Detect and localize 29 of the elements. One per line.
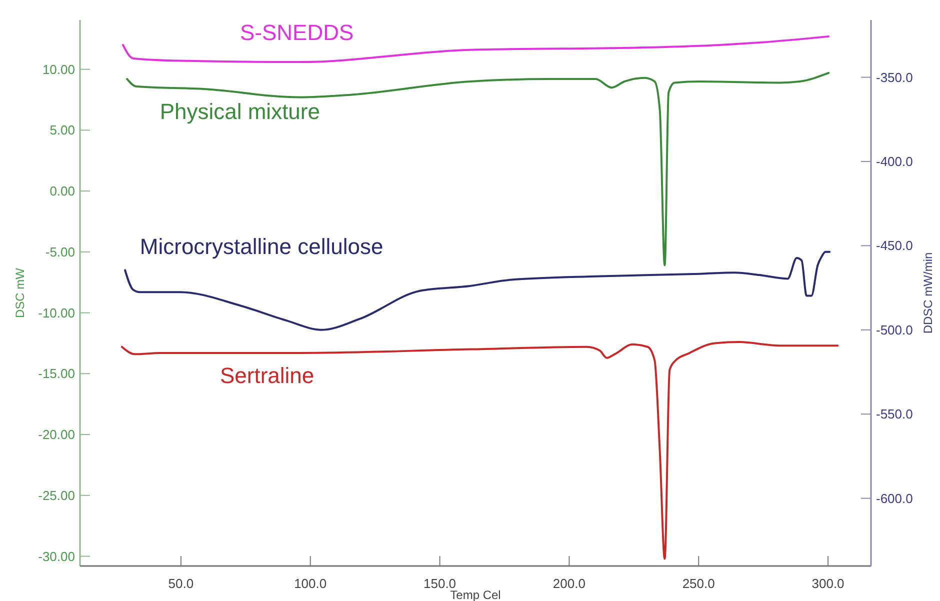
y2-axis-title: DDSC mW/min <box>921 252 935 334</box>
y-tick-label: -10.00 <box>38 305 75 320</box>
y-tick-label: -30.00 <box>38 548 75 564</box>
line-series <box>126 72 830 266</box>
y2-tick-label: -600.0 <box>876 490 913 506</box>
x-tick-label: 150.0 <box>424 576 456 591</box>
y-tick-label: -20.00 <box>38 427 75 442</box>
y2-tick-label: -400.0 <box>876 154 913 170</box>
y2-tick-label: -500.0 <box>876 322 913 338</box>
y-tick-label: 10.00 <box>42 62 75 77</box>
series-label: S-SNEDDS <box>240 20 354 45</box>
y-axis-title: DSC mW <box>13 267 27 318</box>
x-tick-label: 200.0 <box>552 576 586 591</box>
series-label: Microcrystalline cellulose <box>140 234 384 260</box>
x-tick-label: 300.0 <box>812 576 844 591</box>
x-tick-label: 250.0 <box>682 576 715 591</box>
x-tick-label: 100.0 <box>294 576 327 591</box>
y-tick-label: 0.00 <box>50 184 75 199</box>
y-tick-label: 5.00 <box>50 122 75 138</box>
y-tick-label: -5.00 <box>45 244 75 260</box>
y-tick-label: -25.00 <box>38 488 75 503</box>
series-label: Sertraline <box>220 362 314 388</box>
y2-tick-label: -350.0 <box>876 70 913 85</box>
line-series <box>120 341 839 560</box>
y-tick-label: -15.00 <box>38 366 75 382</box>
y2-tick-label: -550.0 <box>876 406 913 422</box>
y2-tick-label: -450.0 <box>876 238 913 254</box>
x-tick-label: 50.0 <box>168 576 194 591</box>
series-label: Physical mixture <box>160 98 320 124</box>
